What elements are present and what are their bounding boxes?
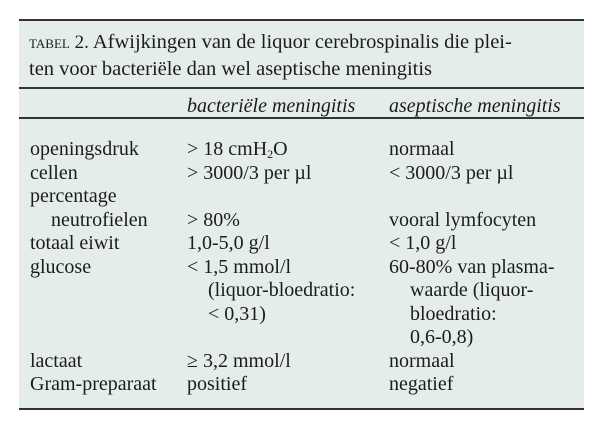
table-caption: tabel 2. Afwijkingen van de liquor cereb…	[29, 29, 579, 82]
aseptic-value: vooral lymfocyten	[389, 208, 537, 231]
header-rule	[19, 87, 584, 89]
table-label: tabel 2.	[29, 32, 89, 53]
caption-line-2: ten voor bacteriële dan wel aseptische m…	[29, 58, 433, 80]
aseptic-value: normaal	[389, 138, 455, 160]
bacterial-value: < 1,5 mmol/l (liquor-bloedratio: < 0,31)	[187, 255, 356, 325]
bacterial-value: ≥ 3,2 mmol/l	[187, 349, 291, 372]
table-row-totaal-eiwit: totaal eiwit 1,0-5,0 g/l < 1,0 g/l	[19, 232, 584, 256]
bacterial-value: > 3000/3 per µl	[187, 161, 312, 184]
aseptic-value: normaal	[389, 349, 455, 372]
aseptic-value: < 3000/3 per µl	[389, 161, 514, 184]
column-header-aseptic: aseptische meningitis	[389, 95, 561, 117]
row-label: percentage	[30, 185, 117, 207]
table-row-openingsdruk: openingsdruk > 18 cmH2O normaal	[19, 138, 584, 162]
row-label: totaal eiwit	[30, 232, 120, 254]
bacterial-value: positief	[187, 373, 247, 395]
table-box: tabel 2. Afwijkingen van de liquor cereb…	[19, 19, 584, 410]
body-rule	[19, 117, 584, 119]
bacterial-value: 1,0-5,0 g/l	[187, 232, 270, 254]
table-row-lactaat: lactaat ≥ 3,2 mmol/l normaal	[19, 350, 584, 374]
row-label: openingsdruk	[30, 138, 139, 160]
caption-line-1: Afwijkingen van de liquor cerebrospinali…	[88, 31, 512, 53]
column-header-bacterial: bacteriële meningitis	[187, 95, 356, 117]
row-label: lactaat	[30, 349, 83, 372]
bacterial-value: > 80%	[187, 208, 240, 231]
aseptic-value: < 1,0 g/l	[389, 232, 457, 254]
row-label: glucose	[30, 255, 92, 278]
table-body: openingsdruk > 18 cmH2O normaal cellen >…	[19, 138, 584, 397]
table-row-cellen: cellen > 3000/3 per µl < 3000/3 per µl	[19, 162, 584, 186]
row-label-continued: neutrofielen	[51, 208, 148, 231]
table-row-gram-preparaat: Gram-preparaat positief negatief	[19, 373, 584, 397]
row-label: Gram-preparaat	[30, 373, 157, 395]
table-row-percentage-neutrofielen: percentage neutrofielen > 80% vooral lymf…	[19, 185, 584, 232]
row-label: cellen	[30, 161, 78, 184]
aseptic-value: 60-80% van plasma-waarde (liquor-bloedra…	[389, 255, 555, 349]
table-row-glucose: glucose < 1,5 mmol/l (liquor-bloedratio: <…	[19, 256, 584, 350]
aseptic-value: negatief	[389, 373, 454, 395]
bacterial-value: > 18 cmH2O	[187, 138, 288, 161]
